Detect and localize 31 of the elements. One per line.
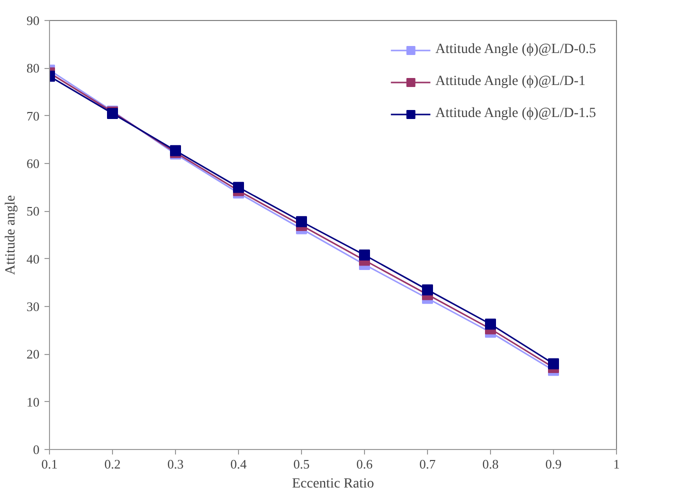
y-tick-label: 20 xyxy=(26,346,40,362)
x-tick-label: 0.3 xyxy=(167,456,184,472)
x-tick-label: 0.4 xyxy=(230,456,248,472)
legend-label: Attitude Angle (ϕ)@L/D-1.5 xyxy=(435,106,596,122)
x-tick-label: 0.6 xyxy=(356,456,374,472)
y-tick-label: 40 xyxy=(26,251,40,266)
y-tick-label: 90 xyxy=(26,13,40,28)
point xyxy=(485,318,496,330)
x-tick-label: 0.2 xyxy=(104,456,121,472)
x-tick-label: 0.1 xyxy=(41,456,58,472)
y-tick-label: 30 xyxy=(26,299,40,314)
x-axis-title: Eccentic Ratio xyxy=(292,476,374,492)
point xyxy=(359,250,370,261)
y-tick-label: 70 xyxy=(26,108,40,124)
x-tick-label: 0.5 xyxy=(293,456,310,472)
y-tick-label: 10 xyxy=(26,394,40,410)
y-tick-label: 80 xyxy=(26,60,40,76)
y-tick-label: 50 xyxy=(26,204,40,219)
y-tick-label: 0 xyxy=(33,442,40,457)
x-tick-label: 0.8 xyxy=(482,456,499,472)
x-tick-label: 0.7 xyxy=(419,456,436,472)
point xyxy=(233,182,244,193)
x-tick-label: 0.9 xyxy=(545,456,562,472)
point xyxy=(548,358,559,370)
y-axis-title: Attitude angle xyxy=(4,195,18,275)
point xyxy=(296,216,307,228)
y-tick-label: 60 xyxy=(26,156,40,171)
x-tick-label: 1 xyxy=(613,456,620,472)
legend-label: Attitude Angle (ϕ)@L/D-0.5 xyxy=(435,42,596,58)
point xyxy=(422,284,433,296)
legend-label: Attitude Angle (ϕ)@L/D-1 xyxy=(435,74,586,90)
